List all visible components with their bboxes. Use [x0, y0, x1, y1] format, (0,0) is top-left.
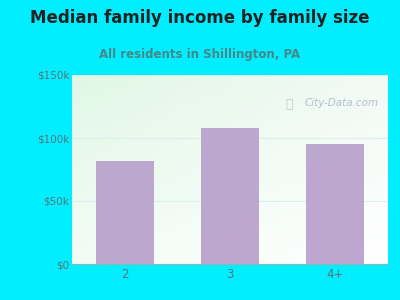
Bar: [201, 128, 259, 264]
Text: All residents in Shillington, PA: All residents in Shillington, PA: [100, 48, 300, 61]
Text: Median family income by family size: Median family income by family size: [30, 9, 370, 27]
Text: City-Data.com: City-Data.com: [304, 98, 378, 108]
Text: Ⓢ: Ⓢ: [286, 98, 293, 111]
Bar: [96, 161, 154, 264]
Bar: [306, 144, 364, 264]
